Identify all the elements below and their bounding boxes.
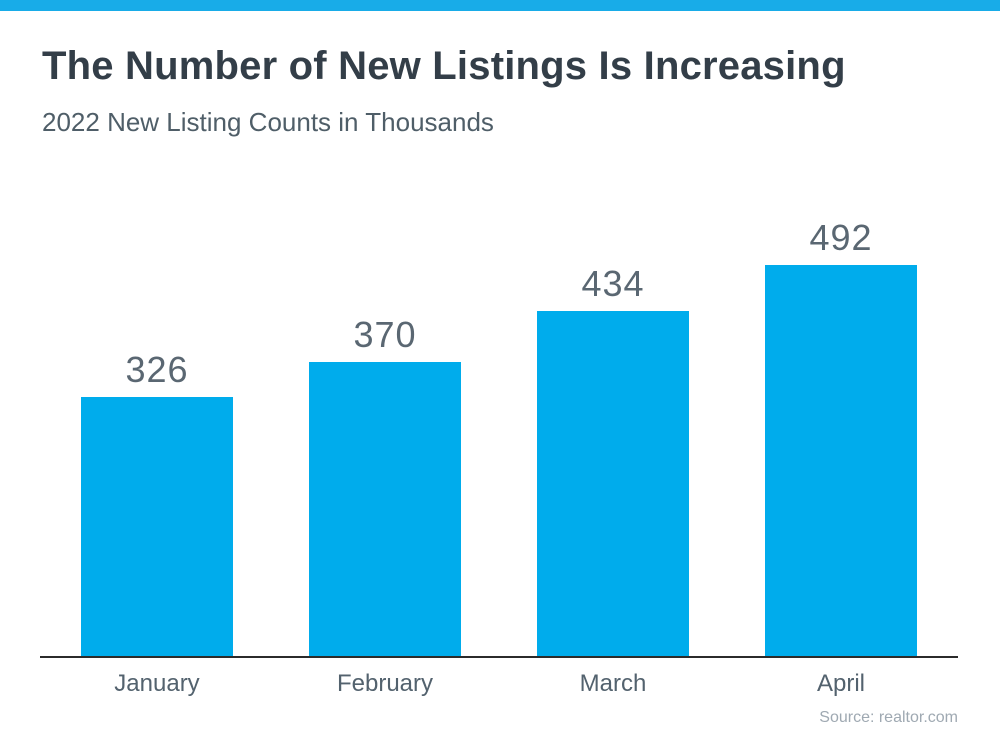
source-attribution: Source: realtor.com: [819, 709, 958, 726]
month-label: February: [336, 670, 434, 697]
bar: [765, 265, 917, 656]
month-label: January: [114, 670, 200, 697]
bar-chart: 326 370 434 492: [40, 206, 958, 658]
bar-value-label: 434: [581, 263, 645, 304]
chart-subtitle: 2022 New Listing Counts in Thousands: [42, 107, 494, 137]
chart-title: The Number of New Listings Is Increasing: [42, 44, 846, 88]
bar: [81, 397, 233, 656]
bar-column: 326: [81, 352, 233, 656]
top-accent-bar: [0, 0, 1000, 11]
month-label: April: [816, 670, 865, 697]
bar-column: 370: [309, 317, 461, 656]
month-label: March: [579, 670, 647, 697]
x-axis-labels: January February March April: [40, 670, 958, 698]
bars-area: 326 370 434 492: [40, 206, 958, 656]
bar: [309, 362, 461, 656]
bar-column: 434: [537, 266, 689, 656]
bar-value-label: 492: [809, 217, 873, 258]
bar-value-label: 326: [125, 349, 189, 390]
bar-column: 492: [765, 220, 917, 656]
bar-value-label: 370: [353, 314, 417, 355]
bar: [537, 311, 689, 656]
